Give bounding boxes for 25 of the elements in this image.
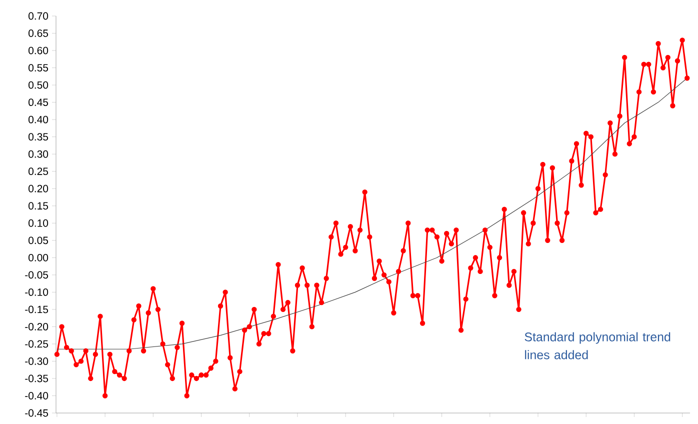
y-tick-label: 0.50: [28, 81, 48, 89]
y-tick-label: 0.20: [28, 184, 48, 192]
y-tick-label: -0.10: [25, 288, 48, 296]
annotation: Standard polynomial trend lines added: [524, 332, 670, 360]
y-tick-label: -0.15: [25, 306, 48, 314]
y-tick-label: 0.00: [28, 254, 48, 262]
y-tick-label: 0.35: [28, 133, 48, 141]
y-tick-label: -0.05: [25, 271, 48, 279]
y-tick-label: 0.55: [28, 64, 48, 72]
y-tick-label: 0.45: [28, 98, 48, 106]
y-tick-label: 0.05: [28, 236, 48, 244]
y-tick-label: 0.40: [28, 116, 48, 124]
y-tick-label: -0.40: [25, 392, 48, 400]
y-tick-label: -0.25: [25, 340, 48, 348]
y-tick-label: 0.15: [28, 202, 48, 210]
y-tick-label: 0.65: [28, 30, 48, 37]
y-tick-label: 0.70: [28, 12, 48, 20]
y-tick-label: -0.45: [25, 409, 48, 417]
y-tick-label: -0.20: [25, 323, 48, 330]
y-tick-label: -0.35: [25, 374, 48, 382]
y-tick-label: 0.25: [28, 168, 48, 176]
y-tick-label: 0.60: [28, 46, 48, 54]
y-tick-label: 0.30: [28, 150, 48, 158]
y-tick-label: 0.10: [28, 219, 48, 227]
y-tick-label: -0.30: [25, 358, 48, 365]
